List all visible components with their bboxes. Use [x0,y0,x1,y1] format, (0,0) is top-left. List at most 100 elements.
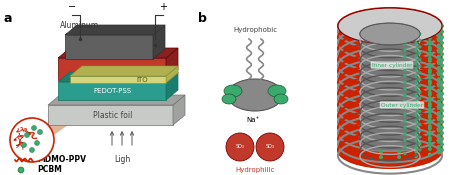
Circle shape [397,127,401,131]
Circle shape [414,112,418,115]
Circle shape [379,28,383,32]
Circle shape [414,35,418,38]
Circle shape [397,68,401,72]
Circle shape [414,115,418,119]
Circle shape [414,36,418,40]
Circle shape [428,102,432,106]
Circle shape [404,55,406,58]
Circle shape [414,127,418,130]
Circle shape [414,69,418,72]
Circle shape [414,101,418,104]
Circle shape [379,31,383,35]
Circle shape [397,73,401,77]
Ellipse shape [338,8,442,44]
Circle shape [428,40,432,44]
Circle shape [379,54,383,58]
Circle shape [414,149,418,153]
Circle shape [404,42,406,45]
Circle shape [414,131,418,135]
Circle shape [379,34,383,38]
Circle shape [418,116,422,119]
Circle shape [414,70,418,74]
Circle shape [440,86,444,90]
Text: Outer cylinder: Outer cylinder [381,103,423,107]
Circle shape [414,62,418,66]
Circle shape [437,67,441,71]
Circle shape [397,62,401,66]
Circle shape [428,136,432,140]
Circle shape [437,77,441,81]
Circle shape [428,79,432,83]
Circle shape [404,43,406,46]
Circle shape [428,124,432,128]
Circle shape [379,130,383,134]
Circle shape [379,65,383,69]
Circle shape [414,142,418,146]
Circle shape [379,132,383,136]
Text: SO₃: SO₃ [235,145,244,149]
Circle shape [418,58,422,61]
Circle shape [379,96,383,100]
Circle shape [428,110,432,114]
Circle shape [404,94,406,97]
Circle shape [437,134,441,138]
Circle shape [428,59,432,63]
Circle shape [428,130,432,134]
Circle shape [397,85,401,89]
Circle shape [414,108,418,112]
Polygon shape [166,72,178,100]
Circle shape [440,80,444,84]
Circle shape [414,68,418,72]
Text: Hydrophobic: Hydrophobic [233,27,277,33]
Circle shape [379,102,383,106]
Circle shape [397,135,401,139]
Circle shape [397,17,401,21]
Circle shape [379,45,383,49]
Circle shape [379,39,383,43]
FancyBboxPatch shape [48,105,173,125]
Circle shape [428,36,432,40]
Circle shape [414,93,418,96]
Circle shape [437,78,441,82]
Circle shape [418,84,422,87]
Circle shape [428,42,432,46]
Circle shape [437,150,441,155]
Circle shape [414,29,418,33]
Circle shape [379,17,383,21]
Circle shape [414,52,418,56]
Circle shape [428,70,432,74]
Circle shape [404,93,406,96]
Circle shape [428,113,432,117]
Circle shape [404,107,406,110]
Circle shape [414,98,418,102]
Circle shape [428,51,432,55]
Circle shape [428,64,432,68]
Circle shape [379,62,383,66]
Circle shape [397,116,401,120]
Circle shape [428,31,432,35]
Circle shape [437,32,441,36]
Circle shape [397,124,401,128]
Circle shape [404,101,406,104]
Circle shape [414,50,418,53]
Circle shape [379,76,383,80]
Circle shape [440,58,444,62]
Circle shape [428,25,432,29]
Circle shape [440,35,444,39]
Circle shape [414,140,418,143]
Ellipse shape [222,94,236,104]
Circle shape [440,64,444,67]
Circle shape [404,67,406,70]
Circle shape [414,114,418,118]
Polygon shape [65,25,165,35]
Circle shape [397,37,401,41]
FancyBboxPatch shape [65,35,153,59]
Text: Na⁺: Na⁺ [247,117,260,123]
Circle shape [24,132,30,138]
Circle shape [428,76,432,80]
Text: Hydrophilic: Hydrophilic [235,167,275,173]
Circle shape [428,104,432,108]
Circle shape [414,138,418,141]
Circle shape [397,102,401,106]
Circle shape [414,126,418,130]
